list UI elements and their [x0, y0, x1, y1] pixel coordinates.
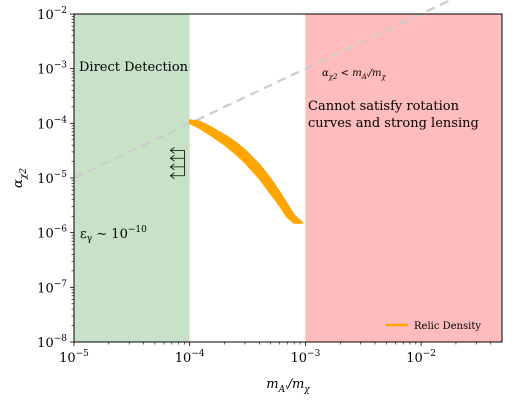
axis-ticks: 10−5 10−4 10−3 10−2 10−8 10−7 10−6 10−5 10−4 10−3…	[37, 6, 492, 366]
y-tick-label-6: 10−2	[37, 6, 67, 23]
legend: Relic Density	[386, 321, 481, 332]
region-1	[305, 14, 502, 342]
y-tick-label-0: 10−8	[37, 334, 67, 351]
y-tick-label-2: 10−6	[37, 225, 67, 242]
x-axis-label: mA'/mχ	[266, 377, 310, 395]
cannot-satisfy-line2: curves and strong lensing	[308, 116, 479, 131]
y-tick-label-1: 10−7	[37, 279, 67, 296]
y-axis-label: αχ2	[11, 168, 29, 188]
arrow-3	[169, 147, 185, 154]
y-tick-label-4: 10−4	[37, 115, 67, 132]
arrow-2	[169, 154, 185, 162]
relic-density-series	[188, 119, 304, 224]
arrow-markers	[169, 147, 185, 180]
x-tick-label-2: 10−3	[291, 349, 321, 366]
y-tick-label-3: 10−5	[37, 170, 67, 187]
shaded-regions	[74, 14, 502, 342]
x-tick-label-1: 10−4	[175, 349, 205, 366]
region-0	[74, 14, 190, 342]
legend-label-relic-density: Relic Density	[414, 321, 481, 332]
constraint-label: αχ2 < mA'/mχ	[322, 68, 387, 81]
x-tick-label-3: 10−2	[406, 349, 436, 366]
constraint-dashed-line	[73, 0, 454, 179]
x-tick-label-0: 10−5	[59, 349, 89, 366]
arrow-0	[169, 172, 185, 180]
constraint-line-group	[73, 0, 454, 179]
relic-density-band	[188, 119, 304, 224]
direct-detection-label: Direct Detection	[79, 60, 189, 75]
arrow-1	[169, 163, 185, 171]
cannot-satisfy-line1: Cannot satisfy rotation	[308, 99, 460, 114]
y-tick-label-5: 10−3	[37, 61, 67, 78]
